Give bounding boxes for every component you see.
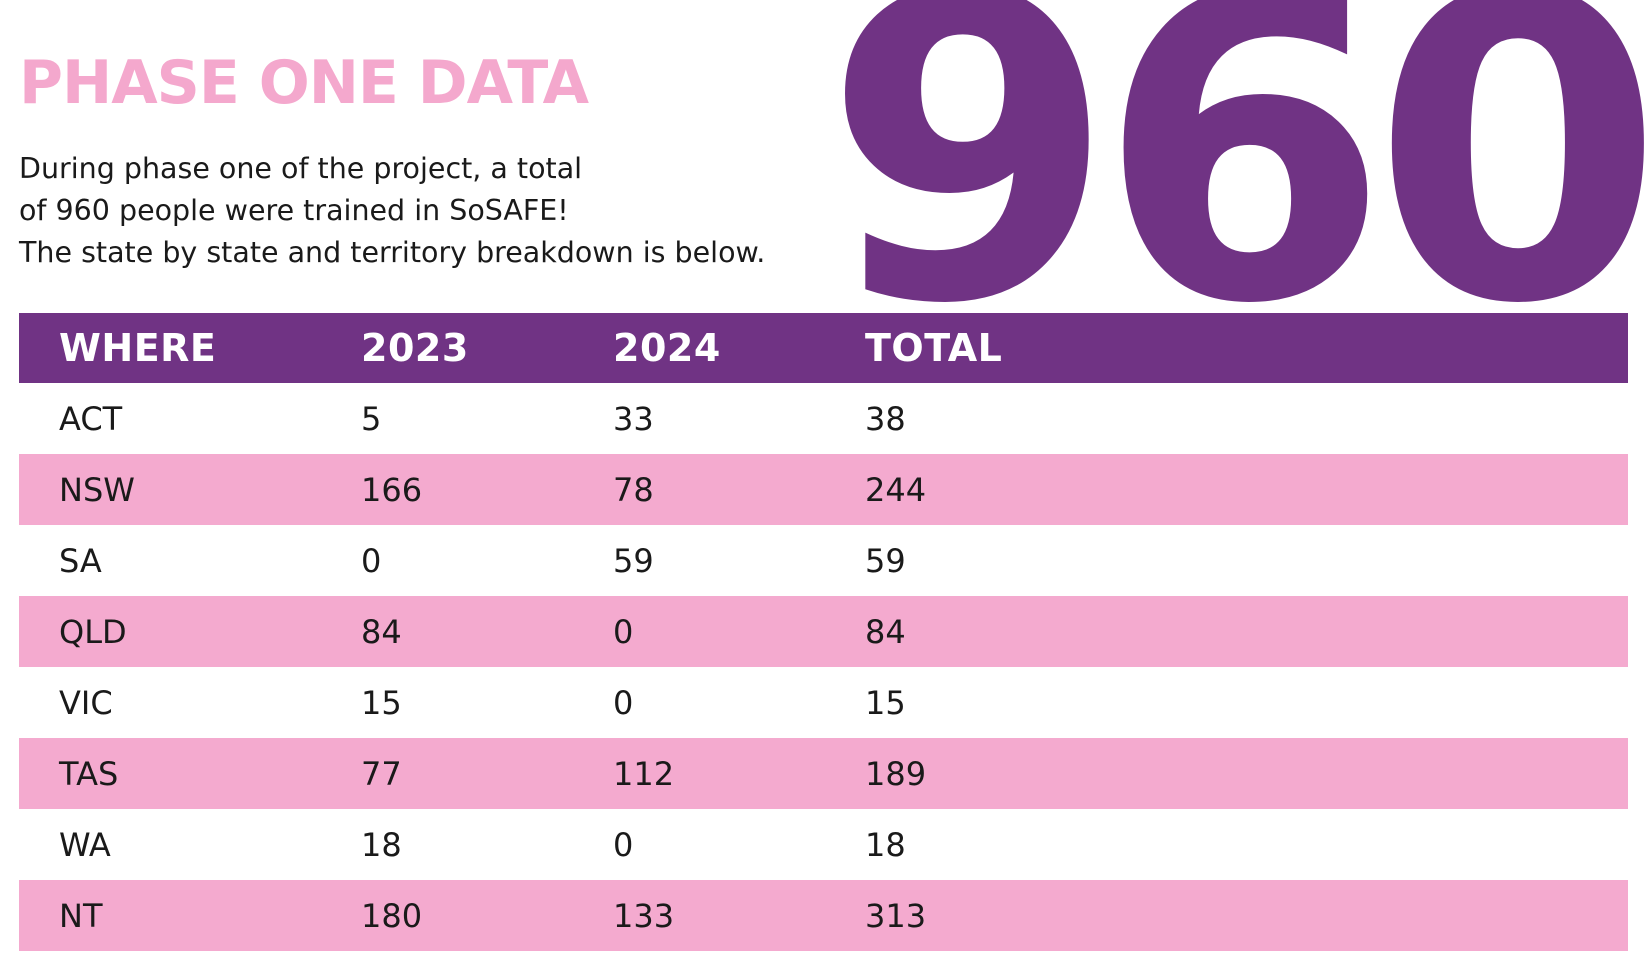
cell-2023: 84	[361, 612, 402, 651]
table-row: ACT 5 33 38	[19, 383, 1628, 454]
cell-total: 38	[865, 399, 906, 438]
cell-total: 244	[865, 470, 927, 509]
table-row: TAS 77 112 189	[19, 738, 1628, 809]
table-header-row: WHERE 2023 2024 TOTAL	[19, 313, 1628, 383]
cell-2024: 0	[613, 825, 634, 864]
cell-where: ACT	[59, 399, 123, 438]
cell-total: 313	[865, 896, 927, 935]
page-title: PHASE ONE DATA	[19, 48, 589, 118]
cell-total: 84	[865, 612, 906, 651]
cell-where: SA	[59, 541, 102, 580]
cell-2023: 180	[361, 896, 423, 935]
cell-2023: 15	[361, 683, 402, 722]
table-row: QLD 84 0 84	[19, 596, 1628, 667]
header-where: WHERE	[59, 326, 217, 370]
cell-where: TAS	[59, 754, 119, 793]
table-row: VIC 15 0 15	[19, 667, 1628, 738]
cell-total: 189	[865, 754, 927, 793]
breakdown-table: WHERE 2023 2024 TOTAL ACT 5 33 38 NSW 16…	[19, 313, 1628, 951]
header-total: TOTAL	[865, 326, 1003, 370]
cell-2023: 5	[361, 399, 382, 438]
table-row: NSW 166 78 244	[19, 454, 1628, 525]
cell-total: 15	[865, 683, 906, 722]
cell-2024: 0	[613, 683, 634, 722]
cell-2023: 166	[361, 470, 423, 509]
cell-2024: 112	[613, 754, 675, 793]
cell-2024: 59	[613, 541, 654, 580]
cell-2023: 77	[361, 754, 402, 793]
cell-where: WA	[59, 825, 111, 864]
header-2023: 2023	[361, 326, 469, 370]
cell-2024: 133	[613, 896, 675, 935]
cell-2024: 0	[613, 612, 634, 651]
cell-2023: 0	[361, 541, 382, 580]
table-row: NT 180 133 313	[19, 880, 1628, 951]
header-2024: 2024	[613, 326, 721, 370]
cell-where: NSW	[59, 470, 135, 509]
cell-2024: 78	[613, 470, 654, 509]
intro-line-2: of 960 people were trained in SoSAFE!	[19, 194, 569, 227]
cell-where: QLD	[59, 612, 127, 651]
cell-total: 18	[865, 825, 906, 864]
cell-2024: 33	[613, 399, 654, 438]
total-big-number: 960	[823, 0, 1647, 396]
cell-2023: 18	[361, 825, 402, 864]
cell-where: NT	[59, 896, 103, 935]
cell-total: 59	[865, 541, 906, 580]
table-row: SA 0 59 59	[19, 525, 1628, 596]
intro-line-3: The state by state and territory breakdo…	[19, 236, 766, 269]
intro-paragraph: During phase one of the project, a total…	[19, 148, 839, 274]
intro-line-1: During phase one of the project, a total	[19, 152, 583, 185]
cell-where: VIC	[59, 683, 113, 722]
table-row: WA 18 0 18	[19, 809, 1628, 880]
